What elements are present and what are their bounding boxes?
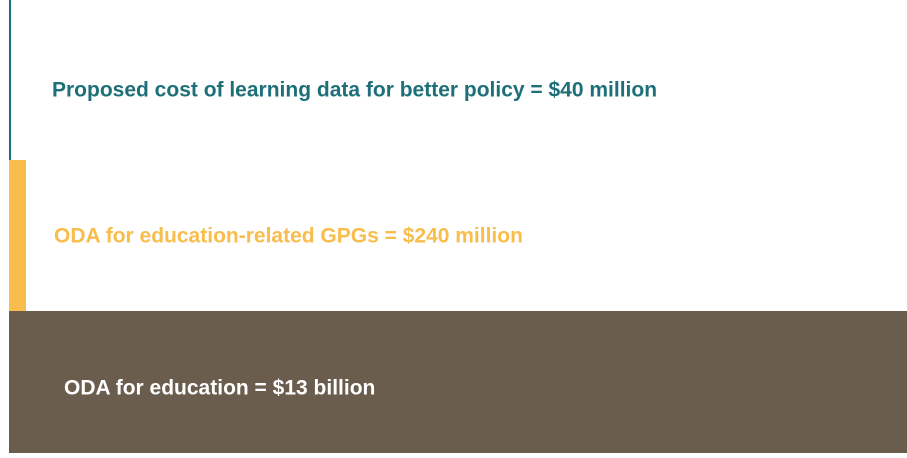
item-label: ODA for education = $13 billion [64, 377, 375, 400]
item-label: ODA for education-related GPGs = $240 mi… [54, 225, 523, 248]
teal-bar [9, 0, 11, 160]
item-label: Proposed cost of learning data for bette… [52, 79, 657, 102]
yellow-bar [9, 160, 26, 311]
brown-bar [9, 311, 907, 453]
